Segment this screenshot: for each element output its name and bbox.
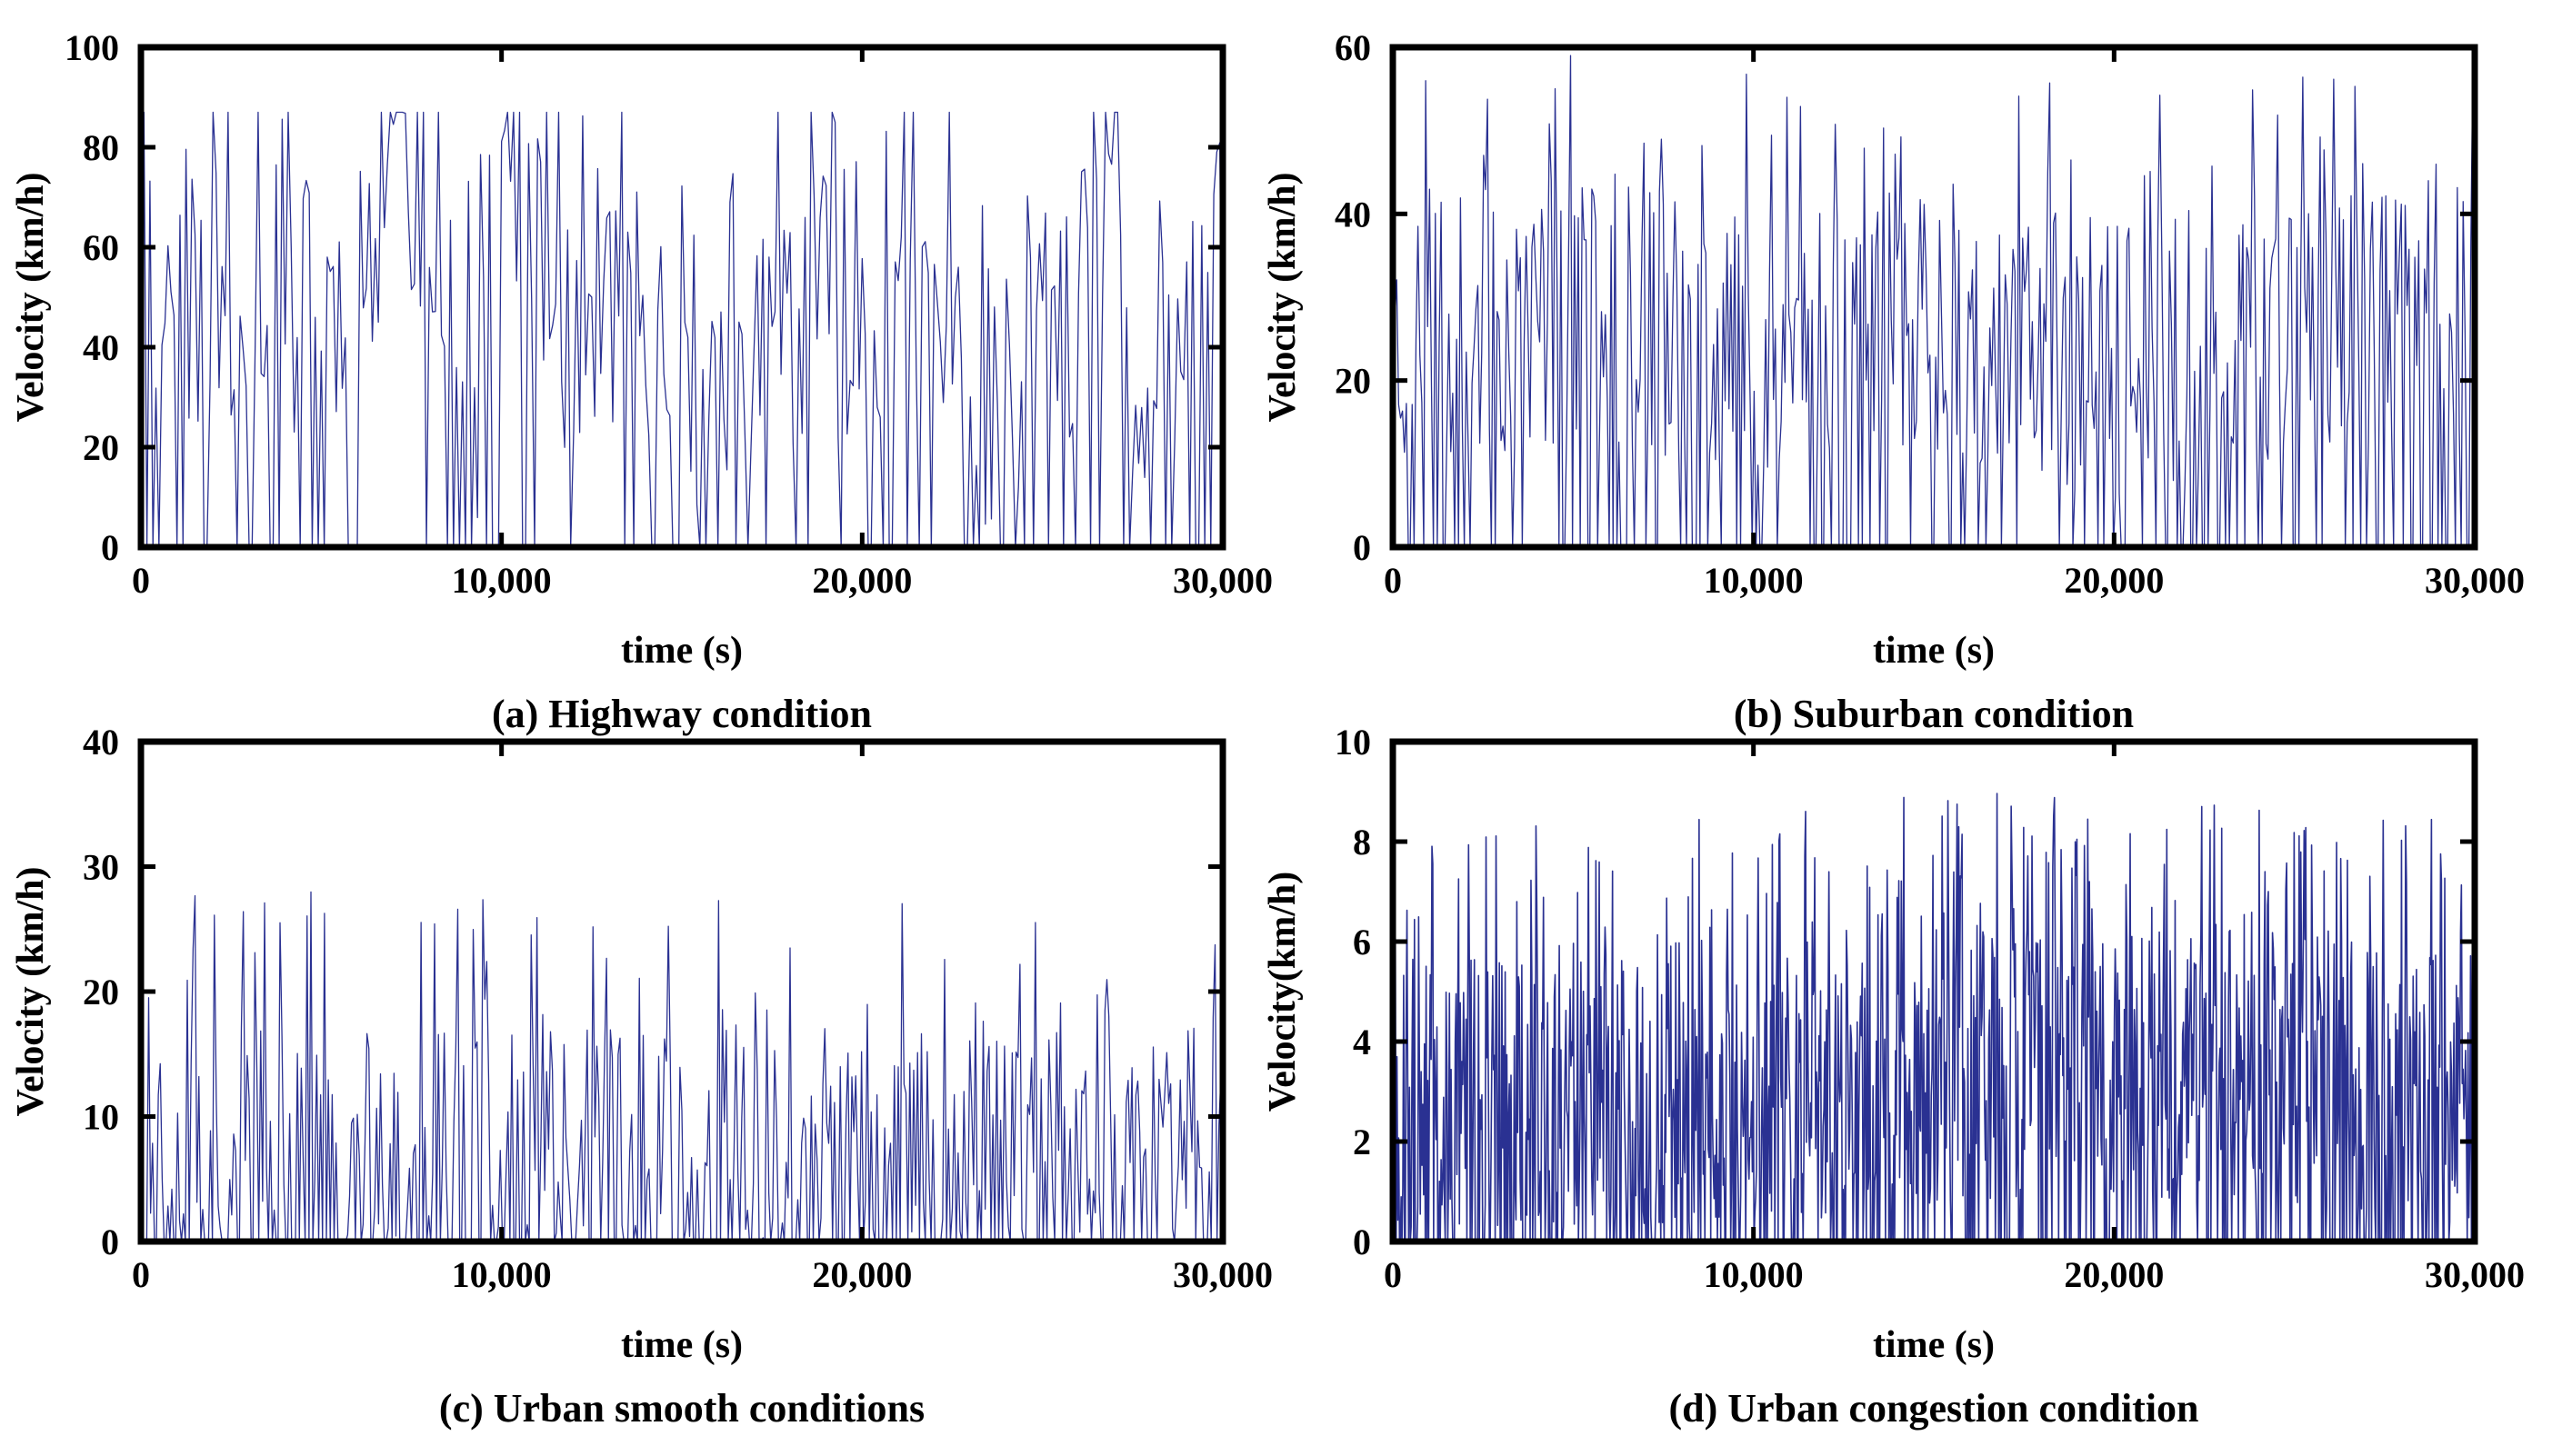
panel-a-y-axis-title: Velocity (km/h) [10,173,52,423]
panel-c-x-tick-label: 30,000 [1173,1254,1273,1295]
panel-b-x-tick-label: 20,000 [2064,560,2164,601]
panel-a-plot-frame [137,44,1226,551]
panel-d-y-tick-label: 10 [1335,722,1371,763]
panel-c-y-tick-label: 0 [101,1222,119,1262]
panel-c-x-tick-label: 20,000 [812,1254,912,1295]
panel-b-x-tick-label: 10,000 [1704,560,1804,601]
panel-c-y-tick-label: 20 [83,972,119,1012]
panel-c-plot-frame [137,738,1226,1245]
panel-a-x-tick-label: 30,000 [1173,560,1273,601]
panel-b-suburban-chart: 0 10,000 20,000 30,000 0 20 40 60 time (s) Velo… [1262,27,2525,736]
panel-d-x-tick-label: 20,000 [2064,1254,2164,1295]
panel-a-tick-labels: 0 10,000 20,000 30,000 0 20 40 60 80 100 [65,27,1273,601]
panel-a-y-tick-label: 20 [83,427,119,468]
panel-a-y-tick-label: 80 [83,127,119,168]
panel-d-y-tick-label: 0 [1353,1222,1371,1262]
panel-b-x-axis-title: time (s) [1873,630,1995,672]
panel-d-urban-congestion-chart: 0 10,000 20,000 30,000 0 2 4 6 8 10 time (s) Velo… [1262,722,2525,1431]
panel-d-series [1392,793,2476,1242]
panel-c-tick-labels: 0 10,000 20,000 30,000 0 10 20 30 40 [83,722,1273,1295]
panel-d-x-axis-title: time (s) [1873,1324,1995,1366]
panel-b-caption: (b) Suburban condition [1734,692,2134,736]
panel-d-x-tick-label: 30,000 [2425,1254,2525,1295]
panel-d-y-tick-label: 6 [1353,922,1371,962]
panel-b-y-tick-label: 40 [1335,194,1371,234]
panel-b-y-axis-title: Velocity (km/h) [1262,173,1304,423]
panel-b-y-tick-label: 60 [1335,27,1371,68]
panel-d-y-axis-title: Velocity(km/h) [1262,872,1304,1112]
panel-b-x-tick-label: 30,000 [2425,560,2525,601]
panel-a-y-tick-label: 0 [101,527,119,568]
panel-c-y-tick-label: 40 [83,722,119,763]
panel-a-y-tick-label: 40 [83,327,119,368]
panel-b-plot-frame [1389,44,2478,551]
panel-a-series-line [140,111,1224,548]
panel-c-caption: (c) Urban smooth conditions [439,1386,925,1431]
panel-c-x-tick-label: 0 [132,1254,150,1295]
panel-a-x-tick-label: 10,000 [452,560,552,601]
panel-b-y-tick-label: 20 [1335,361,1371,402]
panel-c-y-axis-title: Velocity (km/h) [10,867,52,1117]
panel-d-caption: (d) Urban congestion condition [1668,1386,2198,1431]
panel-b-x-tick-label: 0 [1384,560,1402,601]
panel-d-y-tick-label: 4 [1353,1022,1371,1062]
panel-a-x-tick-label: 0 [132,560,150,601]
panel-a-y-tick-label: 100 [65,27,119,68]
panel-b-y-tick-label: 0 [1353,527,1371,568]
panel-d-plot-frame [1389,738,2478,1245]
panel-a-caption: (a) Highway condition [492,692,872,736]
panel-d-tick-labels: 0 10,000 20,000 30,000 0 2 4 6 8 10 [1335,722,2525,1295]
panel-c-x-axis-title: time (s) [621,1324,743,1366]
panel-d-x-tick-label: 10,000 [1704,1254,1804,1295]
panel-a-series [140,111,1224,548]
panel-c-x-tick-label: 10,000 [452,1254,552,1295]
panel-d-y-tick-label: 8 [1353,822,1371,863]
panel-d-x-tick-label: 0 [1384,1254,1402,1295]
panel-a-x-tick-label: 20,000 [812,560,912,601]
panel-d-series-line [1392,793,2476,1242]
panel-a-y-tick-label: 60 [83,227,119,268]
panel-c-series [140,891,1224,1242]
panel-d-y-tick-label: 2 [1353,1122,1371,1162]
panel-a-highway-chart: 0 10,000 20,000 30,000 0 20 40 60 80 100 time (s)… [10,27,1273,736]
panel-a-x-axis-title: time (s) [621,630,743,672]
panel-b-tick-labels: 0 10,000 20,000 30,000 0 20 40 60 [1335,27,2525,601]
panel-c-urban-smooth-chart: 0 10,000 20,000 30,000 0 10 20 30 40 time (s) Ve… [10,722,1273,1431]
panel-c-series-line [140,891,1224,1242]
panel-c-y-tick-label: 30 [83,847,119,888]
panel-c-y-tick-label: 10 [83,1097,119,1138]
